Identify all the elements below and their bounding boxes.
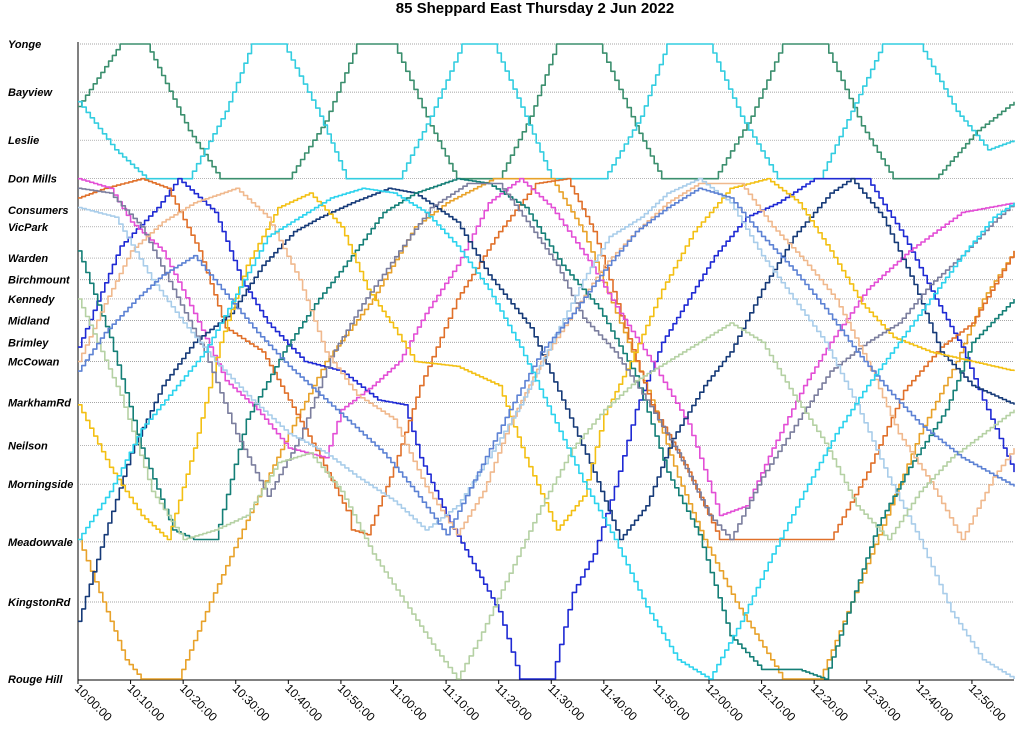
stop-label-warden: Warden (8, 253, 48, 265)
series-line-10 (78, 182, 1015, 541)
grid-layer (77, 42, 1014, 681)
stop-label-brimley: Brimley (8, 337, 49, 349)
series-line-12 (78, 177, 1015, 679)
x-tick-label: 10:20:00 (177, 681, 220, 724)
series-line-6 (78, 177, 1015, 517)
x-tick-label: 11:20:00 (493, 681, 536, 724)
x-tick-label: 12:50:00 (966, 681, 1009, 724)
x-tick-label: 10:30:00 (230, 681, 273, 724)
stop-label-leslie: Leslie (8, 135, 39, 147)
series-line-8 (78, 177, 1015, 680)
series-line-3 (78, 177, 1015, 680)
x-tick-label: 10:40:00 (282, 681, 325, 724)
stop-label-meadowvale: Meadowvale (8, 537, 73, 549)
x-tick-label: 12:40:00 (913, 681, 956, 724)
x-tick-labels: 10:00:00 10:10:00 10:20:00 10:30:00 10:40:00… (72, 680, 1009, 724)
stop-label-birchmount: Birchmount (8, 275, 71, 287)
x-tick-label: 12:00:00 (703, 681, 746, 724)
x-tick-label: 11:00:00 (387, 681, 430, 724)
stop-label-kingstonrd: KingstonRd (8, 597, 71, 609)
series-line-4 (78, 177, 1015, 680)
series-line-13 (78, 298, 1015, 680)
x-tick-label: 12:20:00 (808, 681, 851, 724)
series-line-15 (78, 187, 1015, 680)
stop-label-don-mills: Don Mills (8, 174, 57, 186)
stop-label-bayview: Bayview (8, 87, 53, 99)
stop-label-vicpark: VicPark (8, 222, 49, 234)
x-tick-label: 12:10:00 (755, 681, 798, 724)
chart-title: 85 Sheppard East Thursday 2 Jun 2022 (395, 0, 675, 17)
stop-label-consumers: Consumers (8, 205, 69, 217)
series-layer (78, 43, 1015, 680)
x-tick-label: 11:10:00 (440, 681, 483, 724)
x-tick-label: 10:50:00 (335, 681, 378, 724)
series-line-2 (78, 43, 1015, 180)
x-tick-label: 12:30:00 (861, 681, 904, 724)
x-tick-label: 11:40:00 (598, 681, 641, 724)
x-tick-label: 10:10:00 (124, 681, 167, 724)
stop-label-kennedy: Kennedy (8, 294, 55, 306)
stop-label-midland: Midland (8, 316, 50, 328)
x-tick-label: 11:50:00 (650, 681, 693, 724)
x-tick-label: 10:00:00 (72, 681, 115, 724)
stop-label-rouge-hill: Rouge Hill (8, 674, 63, 686)
stop-label-markhamrd: MarkhamRd (8, 397, 71, 409)
stop-label-morningside: Morningside (8, 479, 73, 491)
series-line-1 (78, 43, 1015, 180)
stop-label-yonge: Yonge (8, 39, 41, 51)
stop-label-mccowan: McCowan (8, 357, 60, 369)
stop-labels: Yonge Bayview Leslie Don Mills Consumers VicP… (8, 39, 73, 686)
stop-label-neilson: Neilson (8, 441, 48, 453)
x-tick-label: 11:30:00 (545, 681, 588, 724)
